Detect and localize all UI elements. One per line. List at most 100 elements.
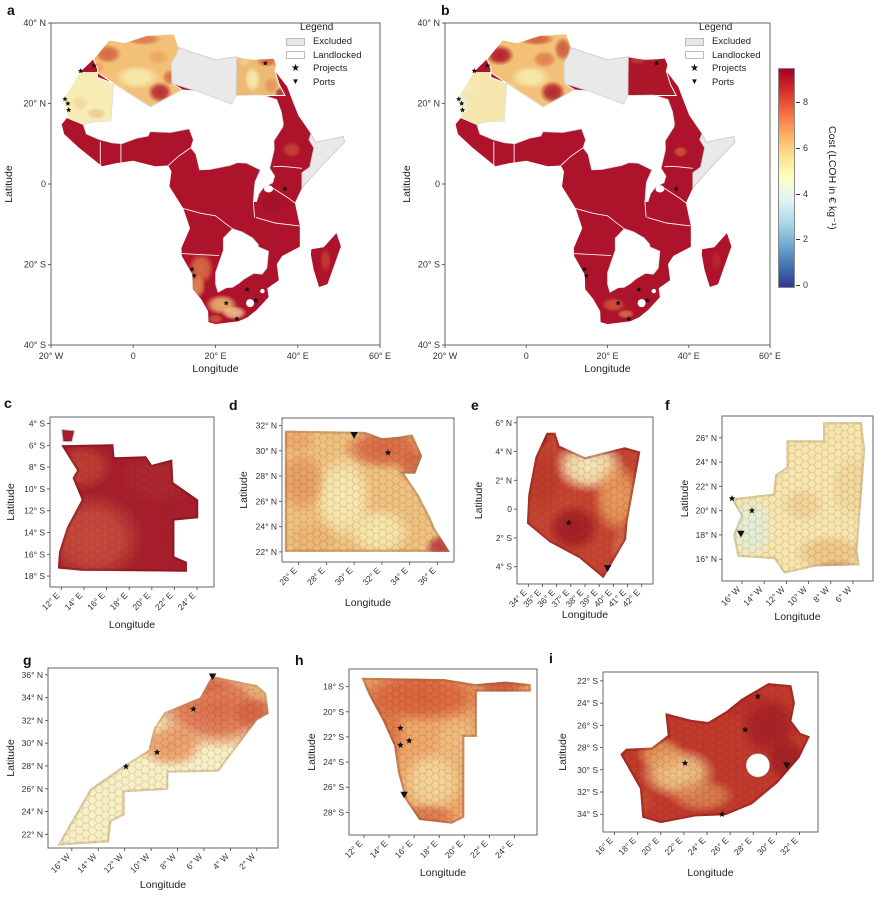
y-tick-label: 22° S bbox=[577, 676, 598, 686]
x-tick-label: 0 bbox=[524, 351, 529, 361]
x-tick-label: 22° E bbox=[153, 590, 175, 612]
x-tick-label: 14° W bbox=[741, 584, 765, 608]
x-tick-label: 14° E bbox=[368, 838, 390, 860]
panel-h-map: 12° E 14° E 16° E 18° E 20° E 22° E 24° E 18° S… bbox=[306, 668, 538, 879]
country-border bbox=[273, 165, 302, 169]
y-axis-label: Latitude bbox=[473, 482, 485, 520]
project-marker bbox=[190, 705, 197, 712]
landlocked-region bbox=[215, 228, 269, 293]
excluded-region bbox=[692, 132, 736, 190]
y-tick-label: 26° S bbox=[323, 782, 344, 792]
y-tick-label: 16° S bbox=[24, 549, 45, 559]
y-tick-label: 18° S bbox=[323, 682, 344, 692]
x-tick-label: 14° E bbox=[63, 590, 85, 612]
y-tick-label: 24° N bbox=[256, 522, 277, 532]
landlocked-region bbox=[651, 288, 657, 294]
y-tick-label: 30° N bbox=[256, 446, 277, 456]
landlocked-region bbox=[260, 288, 265, 294]
y-tick-label: 24° S bbox=[323, 757, 344, 767]
y-tick-label: 6° N bbox=[495, 418, 512, 428]
y-tick-label: 26° N bbox=[22, 784, 43, 794]
y-tick-label: 28° N bbox=[22, 761, 43, 771]
plot-frame bbox=[281, 417, 455, 563]
y-tick-label: 40° S bbox=[418, 340, 440, 350]
cost-texture-blob bbox=[616, 309, 635, 319]
landlocked-region bbox=[476, 82, 675, 203]
project-marker bbox=[485, 62, 491, 68]
x-tick-label: 2° W bbox=[237, 851, 257, 871]
excluded-region bbox=[301, 132, 346, 190]
panel-e-map: 34° E35° E36° E37° E38° E39° E40° E41° E… bbox=[473, 416, 654, 621]
x-tick-label: 32° E bbox=[360, 565, 382, 587]
y-tick-label: 30° N bbox=[22, 738, 43, 748]
cost-texture-blob bbox=[71, 95, 89, 112]
y-tick-label: 26° N bbox=[256, 496, 277, 506]
y-tick-label: 34° S bbox=[577, 809, 598, 819]
region-egypt bbox=[627, 56, 677, 96]
y-tick-label: 34° N bbox=[22, 693, 43, 703]
y-tick-label: 24° N bbox=[696, 457, 717, 467]
plot-frame bbox=[602, 671, 819, 833]
y-tick-label: 10° S bbox=[24, 484, 45, 494]
hexmap-rim bbox=[57, 444, 199, 572]
project-marker bbox=[262, 60, 268, 66]
x-axis-label: Longitude bbox=[420, 867, 466, 879]
x-axis-label: Longitude bbox=[584, 363, 630, 375]
project-marker bbox=[459, 107, 466, 113]
y-tick-label: 20° N bbox=[696, 506, 717, 516]
x-tick-label: 60° E bbox=[369, 351, 391, 361]
y-tick-label: 28° S bbox=[577, 743, 598, 753]
x-axis-label: Longitude bbox=[345, 597, 391, 609]
y-tick-label: 12° S bbox=[24, 506, 45, 516]
x-tick-label: 20° E bbox=[130, 590, 152, 612]
cost-texture-blob bbox=[187, 274, 207, 299]
cost-texture-blob bbox=[244, 66, 261, 93]
cost-texture-blob bbox=[553, 37, 572, 62]
country-border bbox=[644, 201, 647, 218]
y-tick-label: 22° N bbox=[22, 829, 43, 839]
x-tick-label: 30° E bbox=[755, 835, 777, 857]
project-marker bbox=[471, 68, 477, 74]
country-border bbox=[167, 147, 192, 166]
y-tick-label: 6° S bbox=[29, 440, 45, 450]
x-tick-label: 60° E bbox=[759, 351, 781, 361]
project-marker bbox=[191, 273, 197, 278]
x-tick-label: 26° E bbox=[277, 565, 299, 587]
port-marker bbox=[783, 762, 791, 770]
project-marker bbox=[654, 60, 660, 66]
x-axis-label: Longitude bbox=[774, 611, 820, 623]
project-marker bbox=[718, 810, 726, 817]
country-border bbox=[647, 216, 691, 227]
x-tick-label: 22° E bbox=[468, 838, 490, 860]
x-tick-label: 24° E bbox=[176, 590, 198, 612]
x-tick-label: 12° W bbox=[763, 584, 787, 608]
cost-texture-blob bbox=[673, 146, 688, 158]
y-tick-label: 40° N bbox=[417, 18, 440, 28]
landlocked-hole bbox=[745, 752, 771, 779]
x-tick-label: 16° W bbox=[719, 584, 743, 608]
panel-f-map: 16° W14° W12° W10° W 8° W 6° W 26° N 24° N 22… bbox=[679, 415, 874, 623]
project-marker bbox=[728, 495, 736, 502]
project-marker bbox=[581, 266, 587, 272]
country-exclave bbox=[61, 428, 76, 442]
y-tick-label: 28° N bbox=[256, 471, 277, 481]
y-tick-label: 40° S bbox=[24, 340, 46, 350]
y-tick-label: 40° N bbox=[23, 18, 46, 28]
y-axis-label: Latitude bbox=[5, 483, 17, 521]
cost-texture-blob bbox=[263, 76, 279, 95]
country-border bbox=[255, 216, 300, 227]
x-tick-label: 26° E bbox=[709, 835, 731, 857]
port-marker bbox=[603, 565, 612, 572]
plot-frame bbox=[721, 415, 874, 582]
project-marker bbox=[459, 100, 465, 106]
project-marker bbox=[456, 96, 462, 102]
x-tick-label: 0 bbox=[131, 351, 136, 361]
x-tick-label: 8° W bbox=[811, 584, 831, 604]
y-tick-label: 0 bbox=[41, 179, 46, 189]
y-tick-label: 4° N bbox=[495, 447, 512, 457]
plot-frame bbox=[49, 416, 215, 588]
cost-texture-blob bbox=[207, 314, 224, 324]
y-tick-label: 20° S bbox=[418, 260, 440, 270]
y-tick-label: 26° S bbox=[577, 720, 598, 730]
y-axis-label: Latitude bbox=[557, 733, 569, 771]
